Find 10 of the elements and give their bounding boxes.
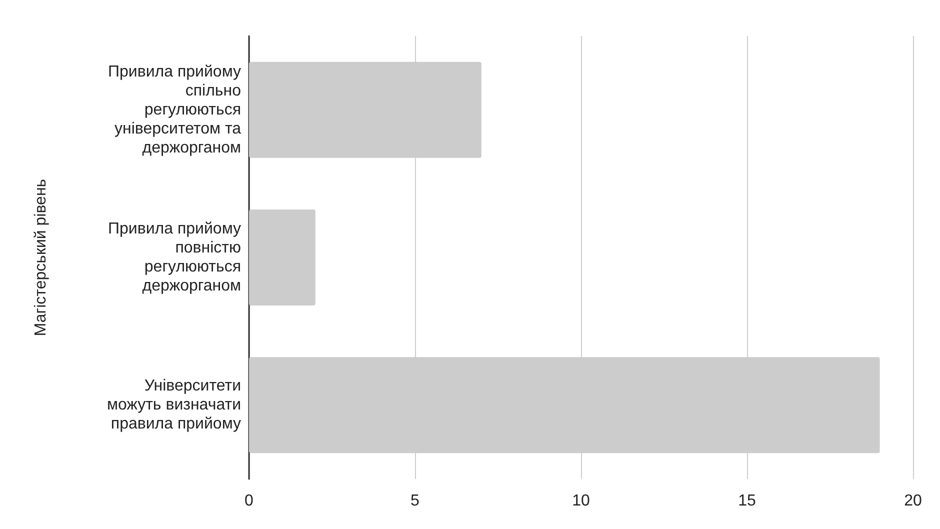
y-tick-label: Привила прийому спільно регулюються університетом та держорганом xyxy=(108,63,242,156)
x-tick-label: 15 xyxy=(738,492,756,510)
x-tick-label: 10 xyxy=(572,492,590,510)
y-tick-label: Університети можуть визначати правила прийому xyxy=(106,378,241,433)
bar xyxy=(249,210,316,306)
x-tick-label: 20 xyxy=(904,492,922,510)
y-tick-label: Привила прийому повністю регулюються держорганом xyxy=(108,220,241,294)
x-tick-label: 5 xyxy=(410,492,420,510)
x-tick-label: 0 xyxy=(244,492,254,510)
y-axis-title: Магістерський рівень xyxy=(32,178,50,336)
